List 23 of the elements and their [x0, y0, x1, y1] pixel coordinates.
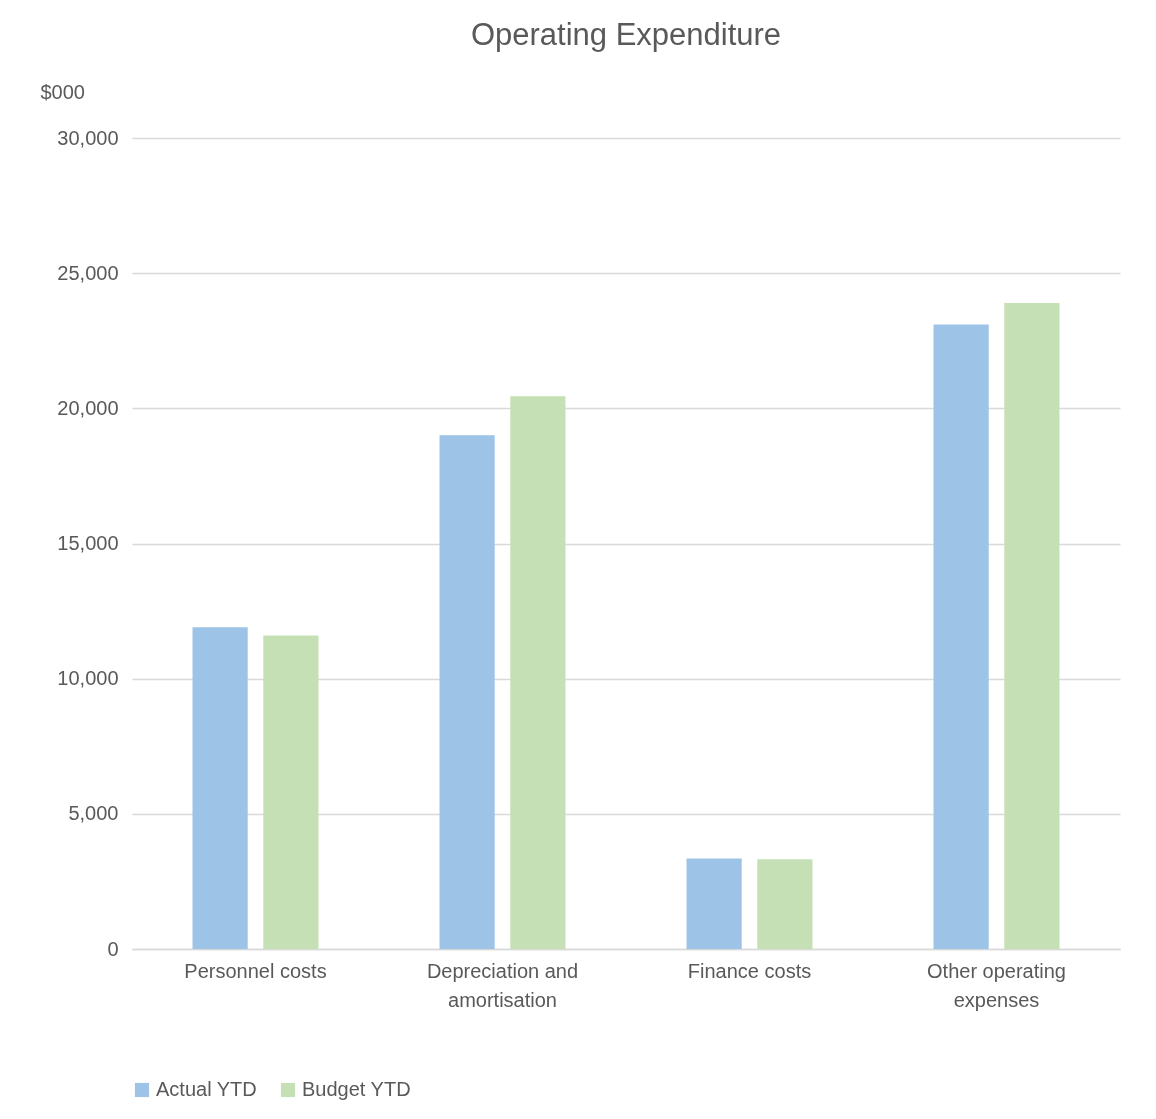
x-tick-label: Other operating expenses — [927, 959, 1066, 1011]
x-tick-label: Finance costs — [687, 959, 812, 982]
bar — [933, 324, 989, 949]
bar — [439, 435, 495, 949]
y-tick-label: 0 — [107, 937, 119, 960]
y-tick-label: 5,000 — [68, 802, 119, 825]
bar — [686, 858, 742, 949]
y-tick-label: 25,000 — [57, 261, 119, 284]
y-tick-label: 20,000 — [57, 396, 119, 419]
y-tick-label: 30,000 — [57, 126, 119, 149]
bar — [192, 627, 248, 949]
chart-title: Operating Expenditure — [470, 17, 782, 52]
y-axis-title: $000 — [40, 80, 85, 103]
y-tick-label: 15,000 — [57, 532, 119, 554]
y-tick-label: 10,000 — [57, 667, 119, 690]
legend-label: Budget YTD — [302, 1078, 411, 1100]
bar — [757, 859, 813, 949]
legend-label: Actual YTD — [156, 1078, 257, 1100]
bar — [263, 635, 319, 949]
bar — [510, 396, 566, 949]
bar — [1004, 302, 1060, 949]
x-tick-label: Personnel costs — [184, 959, 327, 982]
x-tick-label: Depreciation and amortisation — [426, 959, 579, 1011]
